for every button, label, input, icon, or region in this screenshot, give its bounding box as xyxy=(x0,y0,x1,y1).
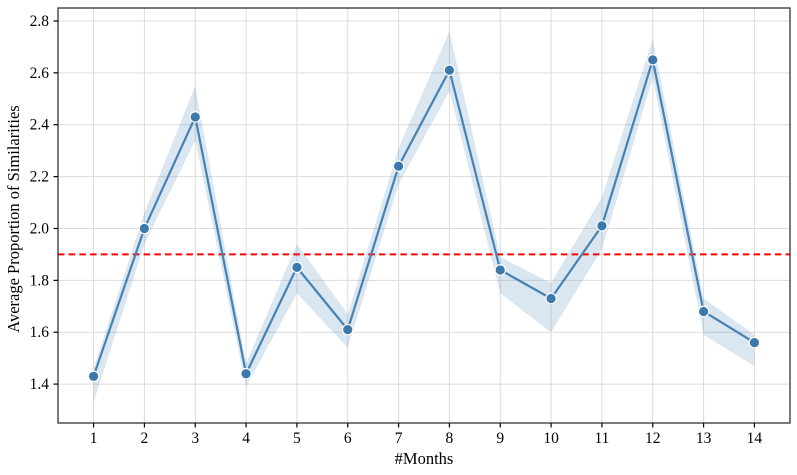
x-axis-label: #Months xyxy=(394,449,454,468)
data-point-marker xyxy=(596,220,608,232)
y-tick-label: 1.8 xyxy=(30,272,50,289)
data-point-marker xyxy=(545,292,557,305)
data-point-marker xyxy=(240,367,252,380)
x-tick-label: 12 xyxy=(645,430,661,447)
y-tick-label: 2.6 xyxy=(30,65,50,82)
plot-border xyxy=(57,7,791,424)
data-point-marker xyxy=(646,54,659,66)
x-tick-label: 1 xyxy=(90,430,98,447)
y-tick-label: 2.0 xyxy=(30,220,50,237)
x-tick-label: 4 xyxy=(242,430,250,447)
y-tick-label: 2.8 xyxy=(30,13,50,30)
data-point-marker xyxy=(697,305,710,318)
x-tick-label: 14 xyxy=(747,430,763,447)
x-tick-label: 7 xyxy=(395,430,403,447)
y-tick-label: 1.4 xyxy=(30,376,50,393)
y-tick-label: 1.6 xyxy=(30,324,50,341)
data-point-marker xyxy=(748,336,761,349)
x-tick-label: 10 xyxy=(543,430,559,447)
x-tick-label: 5 xyxy=(293,430,301,447)
data-point-marker xyxy=(443,64,456,77)
data-point-marker xyxy=(189,111,202,123)
data-point-marker xyxy=(494,264,507,276)
confidence-band xyxy=(93,31,755,403)
data-point-marker xyxy=(392,160,405,173)
y-tick-label: 2.2 xyxy=(30,169,49,186)
x-tick-label: 11 xyxy=(594,430,609,447)
y-axis-label: Average Proportion of Similarities xyxy=(4,105,23,333)
x-tick-label: 9 xyxy=(496,430,504,447)
data-point-marker xyxy=(341,323,354,336)
x-tick-label: 3 xyxy=(191,430,199,447)
y-tick-label: 2.4 xyxy=(30,117,50,134)
x-tick-label: 6 xyxy=(344,430,352,447)
x-tick-label: 13 xyxy=(696,430,712,447)
x-tick-label: 2 xyxy=(141,430,149,447)
data-point-marker xyxy=(138,222,151,235)
x-tick-label: 8 xyxy=(446,430,454,447)
data-point-marker xyxy=(291,261,303,274)
series-line xyxy=(92,58,755,377)
data-point-marker xyxy=(87,370,100,383)
